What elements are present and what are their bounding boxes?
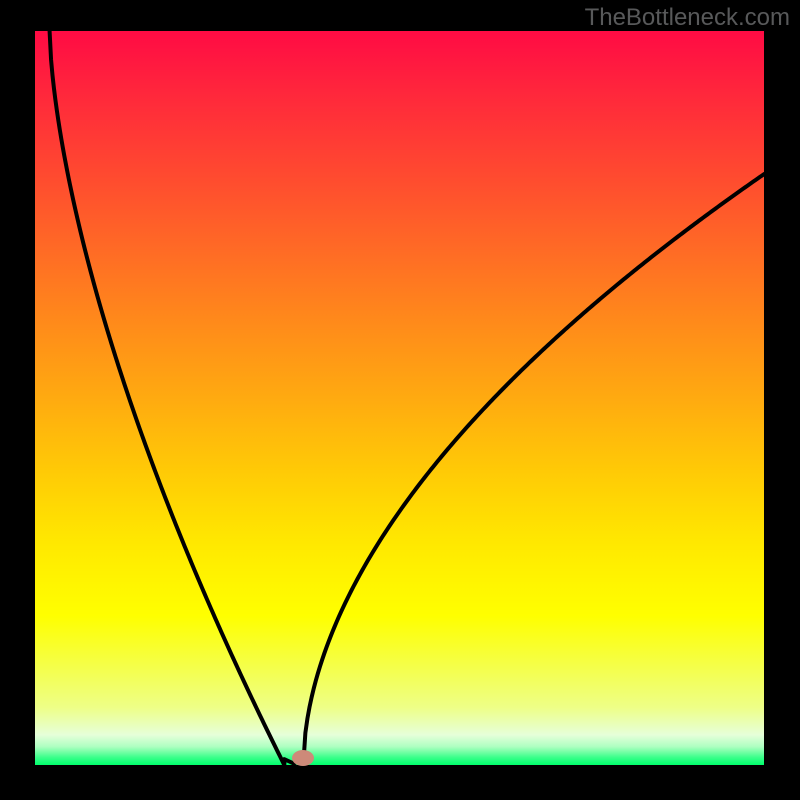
chart-frame: TheBottleneck.com (0, 0, 800, 800)
bottleneck-curve (35, 31, 764, 765)
watermark-text: TheBottleneck.com (585, 4, 790, 32)
plot-area (35, 31, 764, 765)
optimal-point-marker (292, 750, 314, 766)
